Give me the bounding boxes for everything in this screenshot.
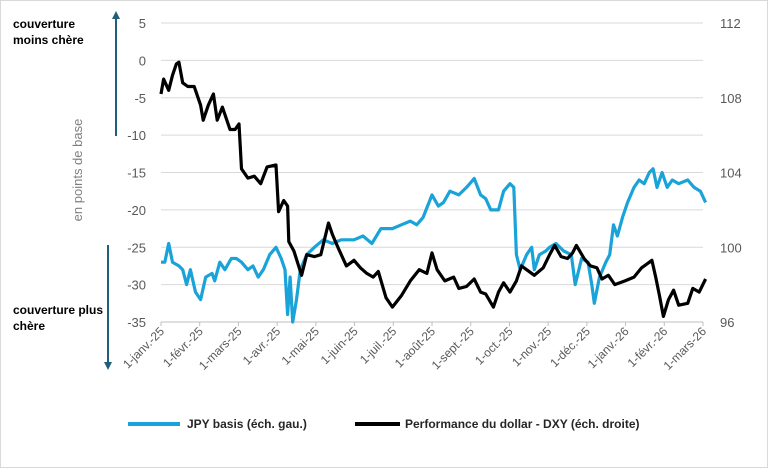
x-tick-label: 1-sept.-25 <box>429 324 477 372</box>
x-axis-ticks: 1-janv.-251-févr.-251-mars-251-avr.-251-… <box>120 322 709 373</box>
series-lines <box>159 60 708 324</box>
right-tick-label: 104 <box>720 166 742 181</box>
left-tick-label: -20 <box>127 203 146 218</box>
x-tick-label: 1-mai-25 <box>279 324 323 368</box>
x-tick-label: 1-oct.-25 <box>472 324 516 368</box>
x-tick-label: 1-avr.-25 <box>240 324 284 368</box>
x-tick-label: 1-nov.-25 <box>509 324 554 369</box>
left-tick-label: 5 <box>139 16 146 31</box>
legend-label-dxy: Performance du dollar - DXY (éch. droite… <box>405 417 640 431</box>
right-tick-label: 96 <box>720 315 734 330</box>
left-tick-label: -35 <box>127 315 146 330</box>
right-tick-label: 112 <box>720 16 741 31</box>
annotation-bottom: couverture plus chère <box>13 303 103 333</box>
gridlines <box>161 22 703 323</box>
left-tick-label: 0 <box>139 53 146 68</box>
right-tick-label: 108 <box>720 91 742 106</box>
series-line-jpy-basis <box>161 167 708 324</box>
y-axis-title: en points de base <box>70 119 85 222</box>
x-tick-label: 1-mars-26 <box>661 324 710 373</box>
left-tick-label: -25 <box>127 240 146 255</box>
left-tick-label: -5 <box>134 91 146 106</box>
left-tick-label: -15 <box>127 166 146 181</box>
x-tick-label: 1-mars-25 <box>196 324 245 373</box>
x-tick-label: 1-janv.-26 <box>585 324 632 371</box>
left-tick-label: -30 <box>127 278 146 293</box>
legend-label-jpy: JPY basis (éch. gau.) <box>187 417 307 431</box>
series-line-dxy <box>159 60 708 318</box>
x-tick-label: 1-juin-25 <box>318 324 361 367</box>
left-tick-label: -10 <box>127 128 146 143</box>
legend: JPY basis (éch. gau.) Performance du dol… <box>128 417 640 431</box>
right-axis-ticks: 112 108 104 100 96 <box>720 16 742 330</box>
x-tick-label: 1-janv.-25 <box>120 324 167 371</box>
right-tick-label: 100 <box>720 240 742 255</box>
annotation-top: couverture moins chère <box>13 17 84 47</box>
left-axis-ticks: 5 0 -5 -10 -15 -20 -25 -30 -35 <box>127 16 146 330</box>
